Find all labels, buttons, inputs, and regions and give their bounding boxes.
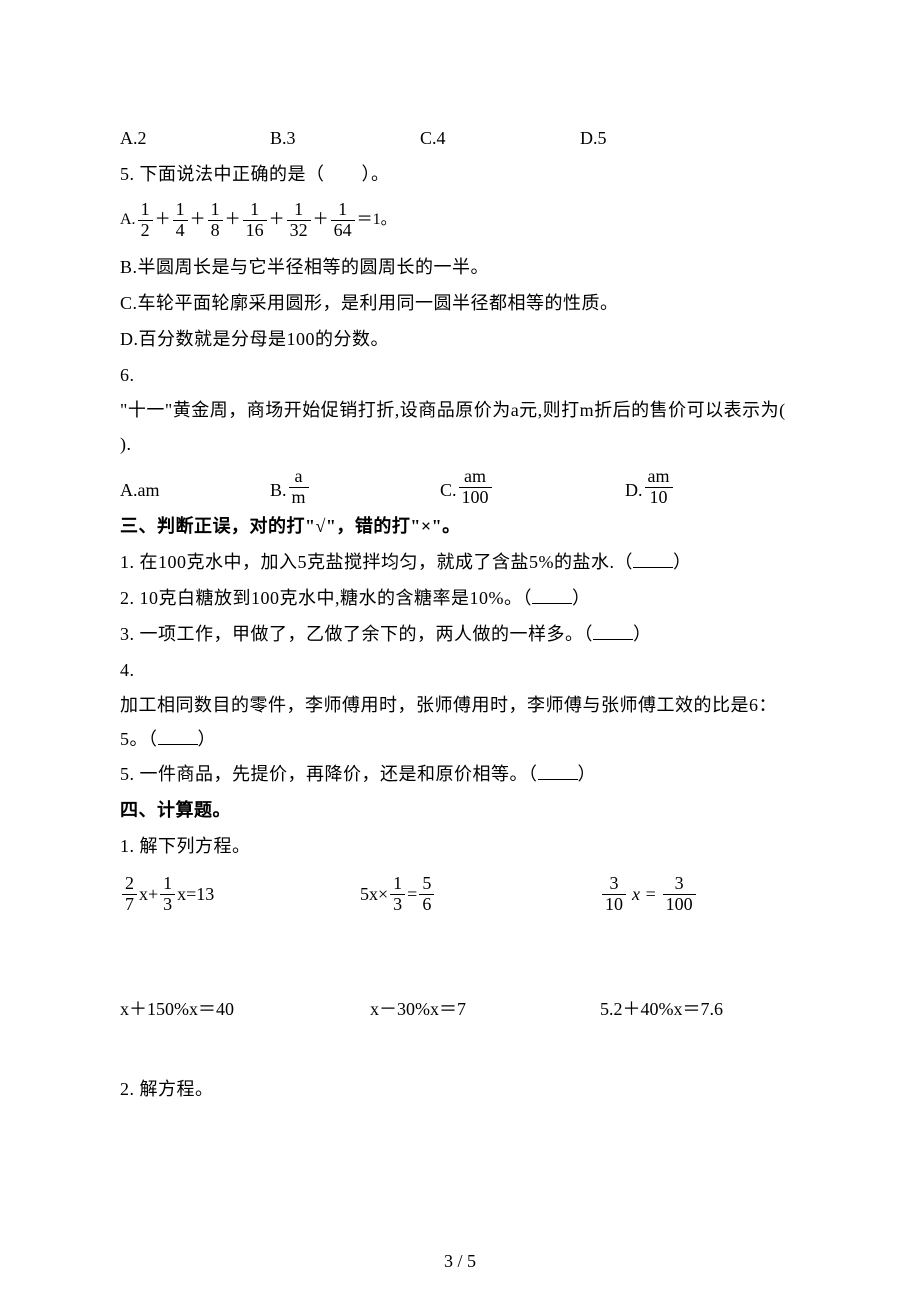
q5-opt-c: C.车轮平面轮廓采用圆形，是利用同一圆半径都相等的性质。 [120, 285, 800, 321]
judge-4: 加工相同数目的零件，李师傅用时，张师傅用时，李师傅与张师傅工效的比是6：5。（） [120, 688, 800, 756]
equation-row-1: 27 x+ 13 x=13 5x× 13 = 56 310 x = 3100 [120, 874, 800, 915]
eq1-mid1: x+ [139, 884, 158, 905]
eq-4: x＋150%x＝40 [120, 995, 370, 1021]
judge-3-text: 3. 一项工作，甲做了，乙做了余下的，两人做的一样多。（ [120, 624, 593, 644]
eq3-mid: x = [632, 884, 657, 905]
blank-5 [538, 761, 578, 780]
blank-4 [158, 726, 198, 745]
close-4: ） [198, 729, 217, 749]
q6-num: 6. [120, 357, 800, 393]
judge-5: 5. 一件商品，先提价，再降价，还是和原价相等。（ ） [120, 756, 800, 792]
spacer-2 [120, 1051, 800, 1071]
frac-3-100: 3100 [663, 874, 696, 915]
q5-stem: 5. 下面说法中正确的是（ ）。 [120, 156, 800, 192]
plus-3: ＋ [225, 208, 241, 232]
judge-1-text: 1. 在100克水中，加入5克盐搅拌均匀，就成了含盐5%的盐水.（ [120, 552, 633, 572]
q4-opt-d: D.5 [580, 120, 680, 156]
q4-opt-b: B.3 [270, 120, 420, 156]
judge-2: 2. 10克白糖放到100克水中,糖水的含糖率是10%。（ ） [120, 580, 800, 616]
q6-opt-d-prefix: D. [625, 472, 643, 508]
eq-1: 27 x+ 13 x=13 [120, 874, 360, 915]
plus-5: ＋ [313, 208, 329, 232]
eq-2: 5x× 13 = 56 [360, 874, 600, 915]
frac-3-10: 310 [602, 874, 626, 915]
section-3-title: 三、判断正误，对的打"√"，错的打"×"。 [120, 508, 800, 544]
q5-opt-a-prefix: A. [120, 208, 136, 232]
equation-row-2: x＋150%x＝40 x－30%x＝7 5.2＋40%x＝7.6 [120, 995, 800, 1021]
sec4-p1: 1. 解下列方程。 [120, 828, 800, 864]
blank-2 [532, 585, 572, 604]
q4-opt-a: A.2 [120, 120, 270, 156]
frac-1-8: 18 [208, 200, 223, 241]
sec4-p2: 2. 解方程。 [120, 1071, 800, 1107]
frac-am-10: am10 [645, 467, 673, 508]
judge-1: 1. 在100克水中，加入5克盐搅拌均匀，就成了含盐5%的盐水.（ ） [120, 544, 800, 580]
q6-opt-a: A.am [120, 472, 270, 508]
frac-a-m: am [289, 467, 309, 508]
q6-opt-b-prefix: B. [270, 472, 287, 508]
eq-3: 310 x = 3100 [600, 874, 800, 915]
q6-opt-d: D. am10 [625, 467, 745, 508]
page: A.2 B.3 C.4 D.5 5. 下面说法中正确的是（ ）。 A. 12 ＋… [0, 0, 920, 1302]
frac-1-16: 116 [243, 200, 267, 241]
frac-1-3b: 13 [390, 874, 405, 915]
judge-4-text: 加工相同数目的零件，李师傅用时，张师傅用时，李师傅与张师傅工效的比是6：5。（ [120, 695, 777, 749]
q4-options: A.2 B.3 C.4 D.5 [120, 120, 800, 156]
eq-5: x－30%x＝7 [370, 995, 600, 1021]
judge-3: 3. 一项工作，甲做了，乙做了余下的，两人做的一样多。（ ） [120, 616, 800, 652]
frac-1-32: 132 [287, 200, 311, 241]
plus-4: ＋ [269, 208, 285, 232]
blank-3 [593, 621, 633, 640]
spacer-1 [120, 955, 800, 985]
frac-1-4: 14 [173, 200, 188, 241]
q6-stem: "十一"黄金周，商场开始促销打折,设商品原价为a元,则打m折后的售价可以表示为(… [120, 393, 800, 461]
eq2-mid2a: 5x× [360, 884, 388, 905]
blank-1 [633, 549, 673, 568]
q5-opt-b: B.半圆周长是与它半径相等的圆周长的一半。 [120, 249, 800, 285]
judge-2-text: 2. 10克白糖放到100克水中,糖水的含糖率是10%。（ [120, 588, 532, 608]
q6-opt-b: B. am [270, 467, 440, 508]
close-3: ） [633, 624, 652, 644]
plus-2: ＋ [190, 208, 206, 232]
frac-1-64: 164 [331, 200, 355, 241]
eq1-tail1: x=13 [177, 884, 214, 905]
judge-5-text: 5. 一件商品，先提价，再降价，还是和原价相等。（ [120, 764, 538, 784]
q6-opt-c: C. am100 [440, 467, 625, 508]
frac-1-2: 12 [138, 200, 153, 241]
q6-options: A.am B. am C. am100 D. am10 [120, 467, 800, 508]
frac-2-7: 27 [122, 874, 137, 915]
close-2: ） [572, 588, 591, 608]
eq2-mid2b: = [407, 884, 417, 905]
q4-opt-c: C.4 [420, 120, 580, 156]
close-1: ） [673, 552, 692, 572]
frac-am-100: am100 [459, 467, 492, 508]
q5-opt-a: A. 12 ＋ 14 ＋ 18 ＋ 116 ＋ 132 ＋ 164 ＝1。 [120, 200, 800, 241]
section-4-title: 四、计算题。 [120, 792, 800, 828]
q5-opt-d: D.百分数就是分母是100的分数。 [120, 321, 800, 357]
frac-1-3a: 13 [160, 874, 175, 915]
close-5: ） [578, 764, 597, 784]
q6-opt-c-prefix: C. [440, 472, 457, 508]
eq-6: 5.2＋40%x＝7.6 [600, 995, 800, 1021]
judge-4-num: 4. [120, 652, 800, 688]
page-number: 3 / 5 [0, 1251, 920, 1272]
eq-1: ＝1。 [357, 208, 397, 232]
plus-1: ＋ [155, 208, 171, 232]
frac-5-6: 56 [419, 874, 434, 915]
